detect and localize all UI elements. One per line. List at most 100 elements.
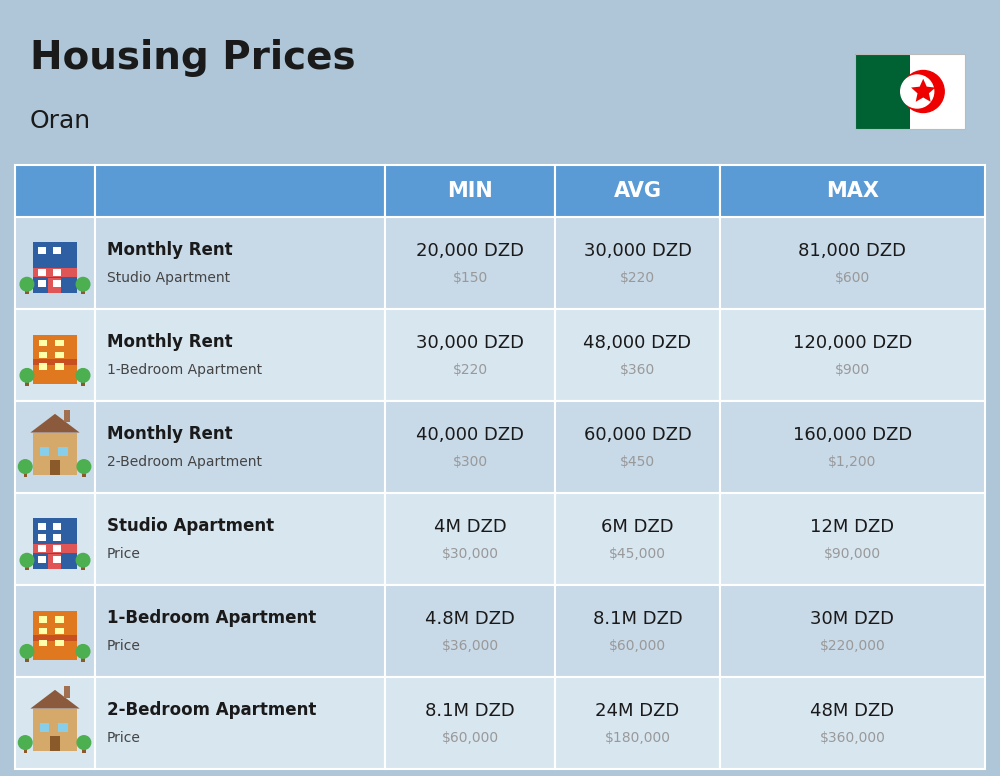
Bar (555, 217, 720, 309)
Text: $36,000: $36,000 (441, 639, 499, 653)
Text: $220: $220 (452, 362, 488, 376)
Text: $220,000: $220,000 (820, 639, 885, 653)
Text: 48,000 DZD: 48,000 DZD (583, 334, 692, 352)
Polygon shape (30, 414, 80, 432)
Circle shape (902, 71, 944, 113)
Bar (95, 165, 385, 217)
Polygon shape (911, 78, 935, 102)
Text: $900: $900 (835, 362, 870, 376)
Bar (53, 556, 61, 563)
Bar (15, 217, 95, 309)
Bar (385, 217, 555, 309)
Text: $30,000: $30,000 (442, 547, 498, 561)
Text: Oran: Oran (30, 109, 91, 133)
Text: 2-Bedroom Apartment: 2-Bedroom Apartment (107, 702, 316, 719)
Bar (25, 562, 29, 570)
Bar (50, 460, 60, 475)
Bar (81, 653, 85, 662)
Bar (64, 411, 70, 422)
Text: 1-Bedroom Apartment: 1-Bedroom Apartment (107, 362, 262, 376)
Bar (15, 493, 95, 585)
Bar (39, 363, 47, 370)
Bar (15, 401, 95, 493)
Bar (24, 468, 27, 476)
Bar (855, 54, 910, 129)
Text: 8.1M DZD: 8.1M DZD (593, 610, 682, 628)
Bar (95, 585, 385, 677)
Bar (50, 736, 60, 751)
Text: Studio Apartment: Studio Apartment (107, 517, 274, 535)
Bar (38, 523, 46, 530)
Bar (38, 556, 46, 563)
Circle shape (20, 645, 34, 658)
Bar (33, 544, 77, 553)
Text: Monthly Rent: Monthly Rent (107, 425, 233, 443)
Text: $90,000: $90,000 (824, 547, 881, 561)
Circle shape (77, 736, 91, 750)
Bar (95, 309, 385, 401)
Bar (53, 269, 61, 275)
Text: 1-Bedroom Apartment: 1-Bedroom Apartment (107, 609, 316, 627)
Bar (15, 585, 95, 677)
Text: 120,000 DZD: 120,000 DZD (793, 334, 912, 352)
Text: 12M DZD: 12M DZD (810, 518, 895, 536)
Bar (82, 744, 86, 753)
Bar (38, 545, 46, 552)
Text: 48M DZD: 48M DZD (810, 702, 895, 720)
Text: 20,000 DZD: 20,000 DZD (416, 242, 524, 260)
Bar (55, 340, 64, 347)
Circle shape (76, 645, 90, 658)
Text: 4.8M DZD: 4.8M DZD (425, 610, 515, 628)
Bar (385, 493, 555, 585)
Bar (55, 352, 64, 359)
Text: MIN: MIN (447, 181, 493, 201)
Bar (58, 723, 68, 732)
Bar (39, 615, 47, 622)
Bar (53, 534, 61, 541)
Bar (385, 401, 555, 493)
Bar (38, 534, 46, 541)
Bar (48, 555, 61, 569)
Text: MAX: MAX (826, 181, 879, 201)
Text: $360: $360 (620, 362, 655, 376)
Text: Monthly Rent: Monthly Rent (107, 333, 233, 351)
Bar (39, 352, 47, 359)
Bar (720, 401, 985, 493)
Bar (385, 585, 555, 677)
Bar (48, 279, 61, 293)
Circle shape (76, 553, 90, 567)
Text: 8.1M DZD: 8.1M DZD (425, 702, 515, 720)
Bar (555, 585, 720, 677)
Text: 2-Bedroom Apartment: 2-Bedroom Apartment (107, 455, 262, 469)
Circle shape (901, 75, 934, 108)
Bar (385, 677, 555, 769)
Bar (64, 687, 70, 698)
Text: $600: $600 (835, 271, 870, 285)
Bar (720, 309, 985, 401)
Bar (15, 309, 95, 401)
Bar (55, 363, 64, 370)
Text: Studio Apartment: Studio Apartment (107, 271, 230, 285)
Bar (33, 242, 77, 293)
Bar (555, 493, 720, 585)
Bar (95, 677, 385, 769)
Bar (720, 677, 985, 769)
Text: 160,000 DZD: 160,000 DZD (793, 426, 912, 444)
Text: $150: $150 (452, 271, 488, 285)
Text: $1,200: $1,200 (828, 455, 877, 469)
Bar (39, 628, 47, 635)
Text: 30,000 DZD: 30,000 DZD (416, 334, 524, 352)
Bar (555, 401, 720, 493)
Bar (720, 217, 985, 309)
Bar (15, 677, 95, 769)
Bar (82, 468, 86, 476)
Circle shape (18, 459, 32, 473)
Bar (33, 636, 77, 641)
Bar (385, 165, 555, 217)
Bar (53, 247, 61, 254)
Circle shape (77, 459, 91, 473)
Text: Housing Prices: Housing Prices (30, 39, 356, 77)
Text: $300: $300 (452, 455, 488, 469)
Bar (555, 677, 720, 769)
Bar (15, 165, 95, 217)
